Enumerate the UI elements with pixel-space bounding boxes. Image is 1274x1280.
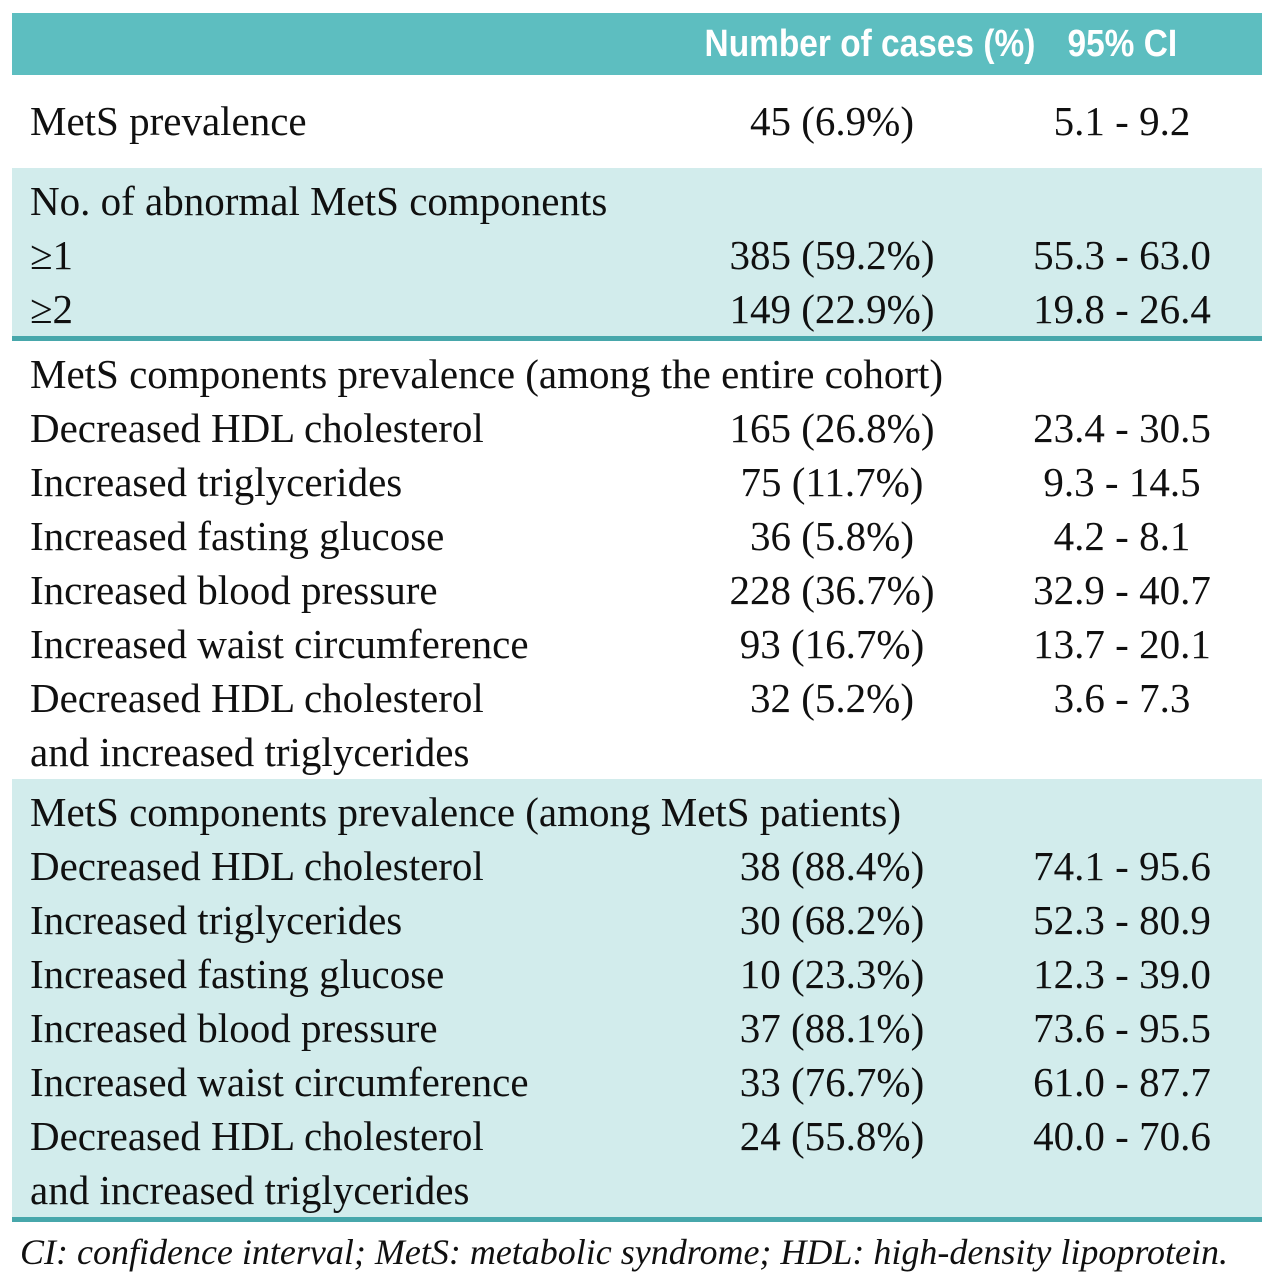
header-cell-number-of-cases: Number of cases (%): [682, 23, 1036, 66]
row-cases-value: 38 (88.4%): [739, 843, 925, 889]
table-header-row: Number of cases (%) 95% CI: [12, 13, 1262, 75]
row-label-line2: and increased triglycerides: [30, 729, 470, 775]
row-cases-value: 30 (68.2%): [739, 897, 925, 943]
row-label: Decreased HDL cholesterol: [30, 1113, 484, 1159]
section-abnormal-components: No. of abnormal MetS components ≥1 385 (…: [12, 168, 1262, 341]
table-row: Increased blood pressure 228 (36.7%) 32.…: [12, 563, 1262, 617]
row-label: Increased triglycerides: [30, 459, 403, 505]
row-cases-value: 165 (26.8%): [729, 405, 935, 451]
section-mets-patients: MetS components prevalence (among MetS p…: [12, 779, 1262, 1222]
row-label: Decreased HDL cholesterol: [30, 405, 484, 451]
row-ci-value: 9.3 - 14.5: [1043, 459, 1201, 505]
row-ci-value: 3.6 - 7.3: [1053, 675, 1191, 721]
table-row: Increased triglycerides 30 (68.2%) 52.3 …: [12, 893, 1262, 947]
table-row: Decreased HDL cholesterol 38 (88.4%) 74.…: [12, 839, 1262, 893]
row-ci-value: 12.3 - 39.0: [1033, 951, 1211, 997]
row-cases-value: 385 (59.2%): [729, 232, 935, 278]
table-row: ≥1 385 (59.2%) 55.3 - 63.0: [12, 228, 1262, 282]
row-ci-value: 61.0 - 87.7: [1033, 1059, 1211, 1105]
row-cases-value: 32 (5.2%): [750, 675, 914, 721]
row-cases-value: 93 (16.7%): [739, 621, 925, 667]
row-ci-value: 32.9 - 40.7: [1033, 567, 1211, 613]
row-label: Increased blood pressure: [30, 567, 438, 613]
row-ci-value: 23.4 - 30.5: [1033, 405, 1211, 451]
row-label: Increased fasting glucose: [30, 513, 445, 559]
table-row: Increased triglycerides 75 (11.7%) 9.3 -…: [12, 455, 1262, 509]
row-ci-value: 74.1 - 95.6: [1033, 843, 1211, 889]
row-ci-value: 13.7 - 20.1: [1033, 621, 1211, 667]
row-label: Increased waist circumference: [30, 1059, 529, 1105]
row-label: MetS prevalence: [30, 98, 307, 144]
row-cases-value: 37 (88.1%): [739, 1005, 925, 1051]
row-cases-value: 75 (11.7%): [740, 459, 924, 505]
row-label: Increased triglycerides: [30, 897, 403, 943]
row-ci-value: 4.2 - 8.1: [1053, 513, 1191, 559]
section-mets-prevalence: MetS prevalence 45 (6.9%) 5.1 - 9.2: [12, 75, 1262, 168]
section-header: MetS components prevalence (among the en…: [30, 351, 944, 397]
header-cell-95ci: 95% CI: [982, 23, 1262, 66]
table-row: Decreased HDL cholesterol 165 (26.8%) 23…: [12, 401, 1262, 455]
row-label: Decreased HDL cholesterol: [30, 843, 484, 889]
table-footnote: CI: confidence interval; MetS: metabolic…: [20, 1232, 1229, 1272]
table-row: Increased waist circumference 93 (16.7%)…: [12, 617, 1262, 671]
row-cases-value: 36 (5.8%): [750, 513, 914, 559]
section-header: No. of abnormal MetS components: [30, 178, 608, 224]
column-header-ci: 95% CI: [1067, 22, 1177, 65]
row-label: Increased blood pressure: [30, 1005, 438, 1051]
row-ci-value: 73.6 - 95.5: [1033, 1005, 1211, 1051]
row-label: Increased waist circumference: [30, 621, 529, 667]
table-row: Decreased HDL cholesterol and increased …: [12, 1109, 1262, 1217]
table-row: ≥2 149 (22.9%) 19.8 - 26.4: [12, 282, 1262, 336]
table-row: Decreased HDL cholesterol and increased …: [12, 671, 1262, 779]
row-label: Decreased HDL cholesterol: [30, 675, 484, 721]
table-row: Increased blood pressure 37 (88.1%) 73.6…: [12, 1001, 1262, 1055]
table-row: MetS prevalence 45 (6.9%) 5.1 - 9.2: [12, 94, 1262, 148]
table-row: Increased waist circumference 33 (76.7%)…: [12, 1055, 1262, 1109]
row-label: ≥2: [30, 286, 74, 332]
table-row: Increased fasting glucose 10 (23.3%) 12.…: [12, 947, 1262, 1001]
row-label: ≥1: [30, 232, 74, 278]
row-cases-value: 24 (55.8%): [739, 1113, 925, 1159]
table-row: Increased fasting glucose 36 (5.8%) 4.2 …: [12, 509, 1262, 563]
section-entire-cohort: MetS components prevalence (among the en…: [12, 341, 1262, 779]
section-header: MetS components prevalence (among MetS p…: [30, 789, 902, 835]
row-label-line2: and increased triglycerides: [30, 1167, 470, 1213]
row-label: Increased fasting glucose: [30, 951, 445, 997]
row-ci-value: 55.3 - 63.0: [1033, 232, 1211, 278]
row-cases-value: 45 (6.9%): [750, 98, 914, 144]
row-cases-value: 149 (22.9%): [729, 286, 935, 332]
row-cases-value: 33 (76.7%): [739, 1059, 925, 1105]
row-ci-value: 40.0 - 70.6: [1033, 1113, 1211, 1159]
column-header-cases: Number of cases (%): [704, 22, 1036, 65]
row-ci-value: 52.3 - 80.9: [1033, 897, 1211, 943]
row-ci-value: 19.8 - 26.4: [1033, 286, 1211, 332]
row-cases-value: 10 (23.3%): [739, 951, 925, 997]
row-ci-value: 5.1 - 9.2: [1053, 98, 1191, 144]
row-cases-value: 228 (36.7%): [729, 567, 935, 613]
